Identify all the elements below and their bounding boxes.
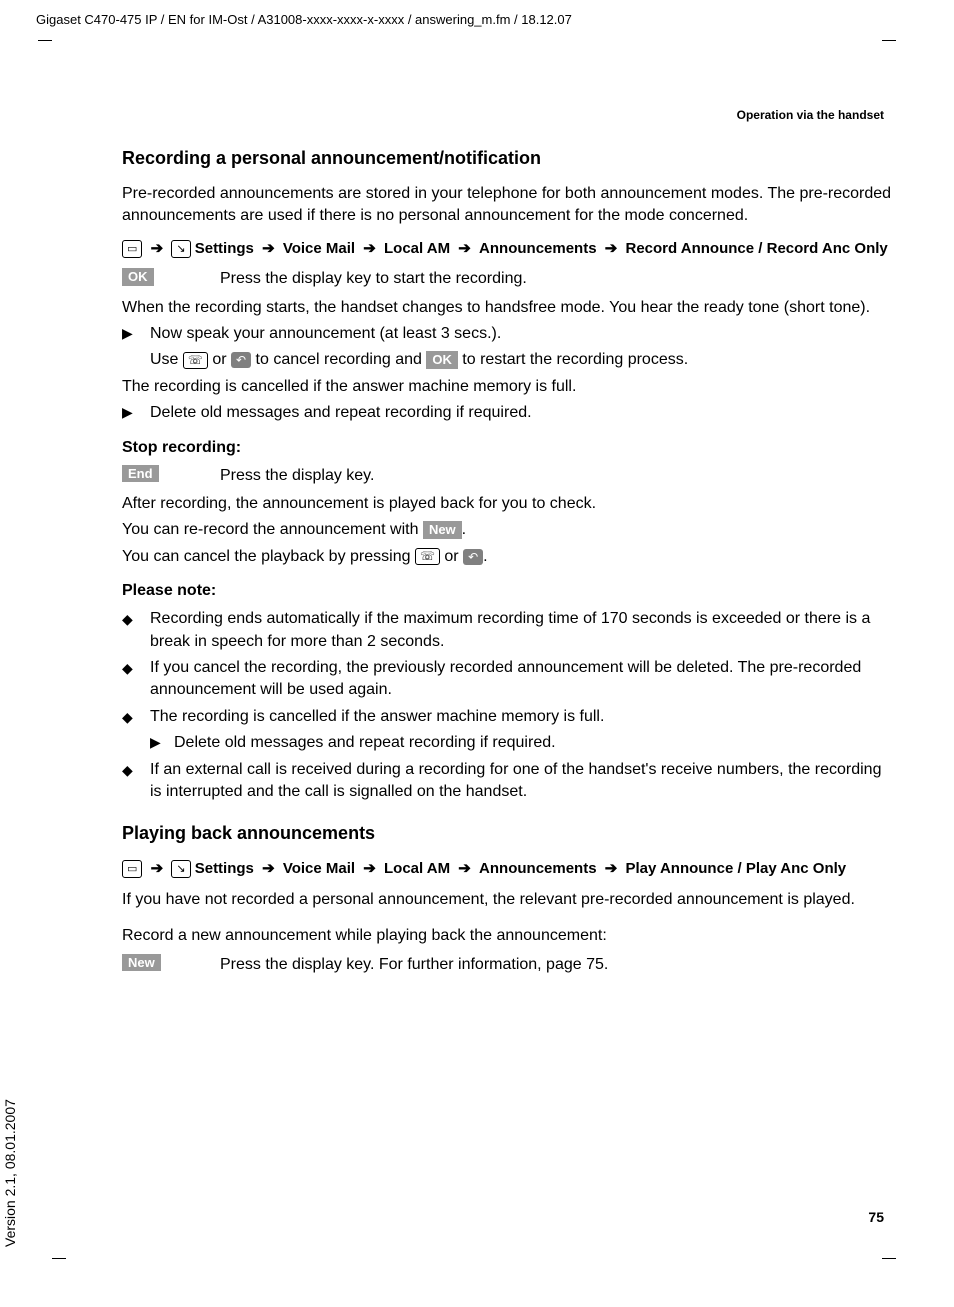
body-text: When the recording starts, the handset c… [122, 297, 892, 319]
breadcrumb-item: Settings [195, 240, 254, 257]
diamond-marker-icon: ◆ [122, 759, 150, 779]
triangle-marker-icon: ▶ [122, 323, 150, 342]
ok-key: OK [122, 268, 154, 286]
crop-mark [882, 1258, 896, 1259]
handset-icon: ☏ [415, 548, 440, 565]
sub-note-text: Delete old messages and repeat recording… [174, 732, 892, 754]
sub-step-text: Use ☏ or ↶ to cancel recording and OK to… [150, 349, 892, 371]
note-text: The recording is cancelled if the answer… [150, 706, 892, 728]
handset-icon: ☏ [183, 352, 208, 369]
triangle-marker-icon: ▶ [122, 402, 150, 421]
diamond-marker-icon: ◆ [122, 608, 150, 628]
breadcrumb-item: Voice Mail [283, 240, 355, 257]
breadcrumb-item: Announcements [479, 860, 597, 877]
instruction-text: Press the display key. [220, 465, 892, 487]
back-icon: ↶ [231, 352, 251, 368]
end-key: End [122, 465, 159, 483]
breadcrumb-item: Play Announce [625, 860, 733, 877]
diamond-marker-icon: ◆ [122, 706, 150, 726]
step-text: Delete old messages and repeat recording… [150, 402, 892, 424]
heading-playing: Playing back announcements [122, 823, 892, 844]
back-icon: ↶ [463, 549, 483, 565]
body-text: Record a new announcement while playing … [122, 925, 892, 947]
new-key: New [122, 954, 161, 972]
note-text: If an external call is received during a… [150, 759, 892, 804]
version-label: Version 2.1, 08.01.2007 [2, 1099, 18, 1247]
body-text: You can cancel the playback by pressing … [122, 546, 892, 568]
breadcrumb-item: Voice Mail [283, 860, 355, 877]
breadcrumb-separator: / [758, 240, 766, 257]
breadcrumb-item: Play Anc Only [746, 860, 846, 877]
breadcrumb-separator: / [737, 860, 745, 877]
instruction-text: Press the display key to start the recor… [220, 268, 892, 290]
nav-icon: ↘ [171, 860, 190, 878]
heading-recording: Recording a personal announcement/notifi… [122, 148, 892, 169]
section-header: Operation via the handset [737, 108, 884, 122]
body-text: The recording is cancelled if the answer… [122, 376, 892, 398]
crop-mark [52, 1258, 66, 1259]
step-text: Now speak your announcement (at least 3 … [150, 323, 892, 345]
page-content: Recording a personal announcement/notifi… [122, 148, 892, 982]
note-text: If you cancel the recording, the previou… [150, 657, 892, 702]
ok-key-inline: OK [426, 351, 458, 369]
nav-icon: ↘ [171, 240, 190, 258]
breadcrumb-item: Record Announce [625, 240, 754, 257]
menu-icon: ▭ [122, 860, 142, 878]
crop-mark [882, 40, 896, 41]
subheading-stop: Stop recording: [122, 439, 892, 457]
breadcrumb-item: Record Anc Only [767, 240, 888, 257]
triangle-marker-icon: ▶ [150, 732, 174, 751]
breadcrumb-item: Settings [195, 860, 254, 877]
subheading-note: Please note: [122, 582, 892, 600]
nav-breadcrumb-2: ▭ ➔ ↘ Settings ➔ Voice Mail ➔ Local AM ➔… [122, 858, 892, 881]
breadcrumb-item: Local AM [384, 240, 450, 257]
new-key-inline: New [423, 521, 462, 539]
body-text: After recording, the announcement is pla… [122, 493, 892, 515]
body-text: You can re-record the announcement with … [122, 519, 892, 541]
nav-breadcrumb-1: ▭ ➔ ↘ Settings ➔ Voice Mail ➔ Local AM ➔… [122, 238, 892, 261]
breadcrumb-item: Announcements [479, 240, 597, 257]
instruction-text: Press the display key. For further infor… [220, 954, 892, 976]
header-path: Gigaset C470-475 IP / EN for IM-Ost / A3… [36, 12, 572, 27]
crop-mark [38, 40, 52, 41]
note-text: Recording ends automatically if the maxi… [150, 608, 892, 653]
page-number: 75 [868, 1209, 884, 1225]
intro-paragraph: Pre-recorded announcements are stored in… [122, 183, 892, 228]
menu-icon: ▭ [122, 240, 142, 258]
diamond-marker-icon: ◆ [122, 657, 150, 677]
body-text: If you have not recorded a personal anno… [122, 889, 892, 911]
breadcrumb-item: Local AM [384, 860, 450, 877]
